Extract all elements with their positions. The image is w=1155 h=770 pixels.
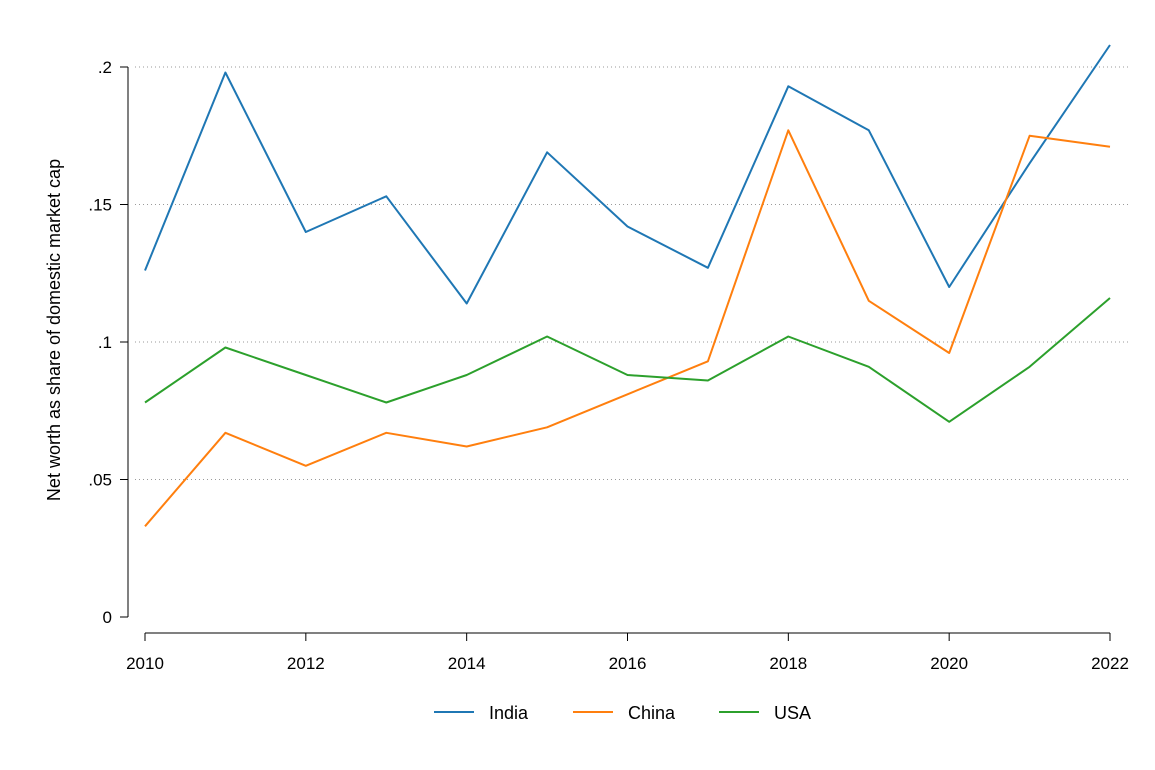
series-line-china <box>144 129 1111 527</box>
series-lines <box>144 44 1111 527</box>
legend-label-china: China <box>628 703 676 723</box>
x-tick-label: 2020 <box>930 654 968 673</box>
y-tick-label: .2 <box>98 58 112 77</box>
series-line-usa <box>144 297 1111 423</box>
legend-label-india: India <box>489 703 529 723</box>
x-tick-label: 2010 <box>126 654 164 673</box>
x-tick-label: 2016 <box>609 654 647 673</box>
axes: 0 .05 .1 .15 .2 2010 2012 2014 2016 2018 2020 2022 <box>88 58 1129 673</box>
series-line-india <box>144 44 1111 305</box>
x-tick-label: 2022 <box>1091 654 1129 673</box>
gridlines <box>135 66 1128 480</box>
legend: India China USA <box>434 703 811 723</box>
y-tick-label: 0 <box>103 608 112 627</box>
y-tick-label: .05 <box>88 471 112 490</box>
y-tick-label: .15 <box>88 196 112 215</box>
y-tick-label: .1 <box>98 333 112 352</box>
legend-label-usa: USA <box>774 703 811 723</box>
x-tick-label: 2014 <box>448 654 486 673</box>
y-axis-title: Net worth as share of domestic market ca… <box>44 159 64 501</box>
x-tick-label: 2018 <box>769 654 807 673</box>
x-tick-label: 2012 <box>287 654 325 673</box>
